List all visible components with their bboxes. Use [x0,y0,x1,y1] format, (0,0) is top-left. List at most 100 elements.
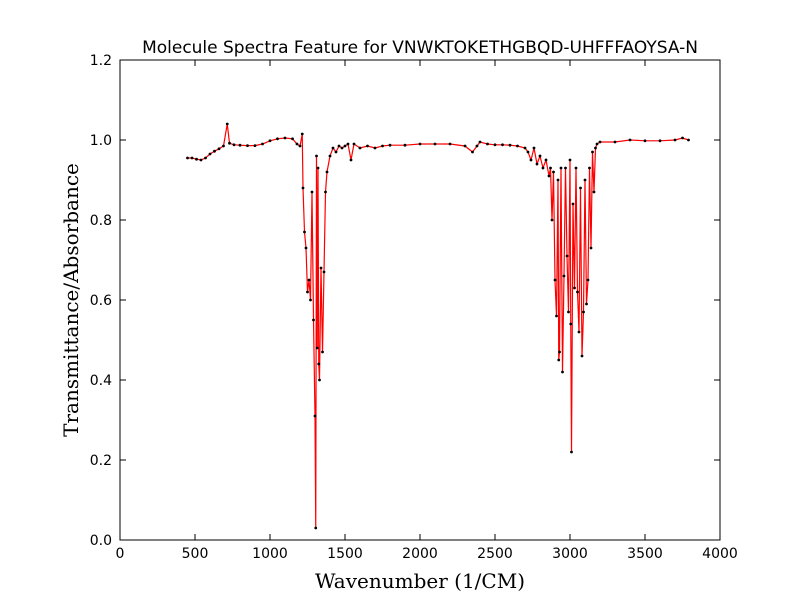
data-point [321,350,324,354]
data-point [643,139,647,143]
data-point [315,346,319,350]
data-point [328,154,332,158]
data-point [562,274,566,278]
data-point [291,137,294,141]
data-point [681,136,684,140]
data-point [557,358,561,362]
data-point [268,139,272,143]
data-point [310,190,314,194]
chart-title: Molecule Spectra Feature for VNWKTOKETHG… [142,38,698,58]
data-point [301,186,305,190]
data-point [658,139,662,143]
data-point [448,142,452,146]
data-point [547,174,551,178]
data-point [381,144,384,148]
data-point [628,138,632,142]
data-point [574,166,578,170]
x-tick-label: 4000 [702,546,738,562]
data-point [276,137,279,141]
data-point [316,166,320,170]
x-tick-label: 1000 [252,546,288,562]
data-point [349,158,353,162]
data-point [238,143,242,147]
data-point [538,154,542,158]
data-point [550,218,554,222]
data-point [526,150,530,154]
data-point [366,144,369,148]
data-point [337,144,341,148]
data-point [295,142,299,146]
data-point [501,143,504,147]
data-point [331,146,335,150]
data-point [283,136,287,140]
data-point [570,450,573,454]
data-point [261,142,264,146]
data-point [564,166,567,170]
data-point [568,158,572,162]
data-point [315,154,318,158]
data-point [549,166,552,170]
data-point [576,290,579,294]
data-point [246,144,249,148]
data-point [588,166,591,170]
data-point [561,370,564,374]
data-point [306,290,309,294]
data-point [582,310,585,314]
data-point [565,254,569,258]
data-point [532,146,536,150]
data-point [313,414,317,418]
data-point [213,149,216,153]
data-point [579,186,582,190]
data-point [478,140,482,144]
data-point [553,278,557,282]
data-point [312,318,315,322]
data-point [516,144,519,148]
data-point [222,144,225,148]
data-point [673,138,677,142]
data-point [595,142,599,146]
data-point [591,150,594,154]
data-point [559,166,563,170]
data-point [585,302,588,306]
x-tick-label: 2000 [402,546,438,562]
data-point [318,378,321,382]
y-axis-label: Transmittance/Absorbance [59,163,83,437]
data-point [322,270,326,274]
data-point [307,278,311,282]
data-point [388,143,392,147]
data-point [253,144,257,148]
data-point [190,156,194,160]
data-point [225,122,229,126]
data-point [228,141,231,145]
data-point [403,143,407,147]
data-point [186,156,189,160]
data-point [303,230,306,234]
data-point [199,158,203,162]
data-point [571,202,575,206]
y-tick-label: 0.6 [90,293,112,309]
data-point [544,158,548,162]
y-tick-label: 0.4 [90,373,112,389]
x-tick-label: 1500 [327,546,363,562]
data-point [373,146,377,150]
x-tick-label: 500 [182,546,209,562]
data-point [195,157,198,161]
data-point [552,170,555,174]
data-point [232,143,236,147]
x-tick-label: 3000 [552,546,588,562]
data-point [493,143,497,147]
data-point [317,362,321,366]
data-point [592,190,596,194]
data-point [340,146,344,150]
y-tick-label: 0.0 [90,533,112,549]
data-point [343,144,347,148]
data-point [558,350,561,354]
data-point [358,146,362,150]
data-point [352,142,356,146]
data-point [324,190,327,194]
data-point [334,150,338,154]
x-axis-label: Wavenumber (1/CM) [315,569,525,593]
data-point [529,158,533,162]
data-point [589,246,593,250]
